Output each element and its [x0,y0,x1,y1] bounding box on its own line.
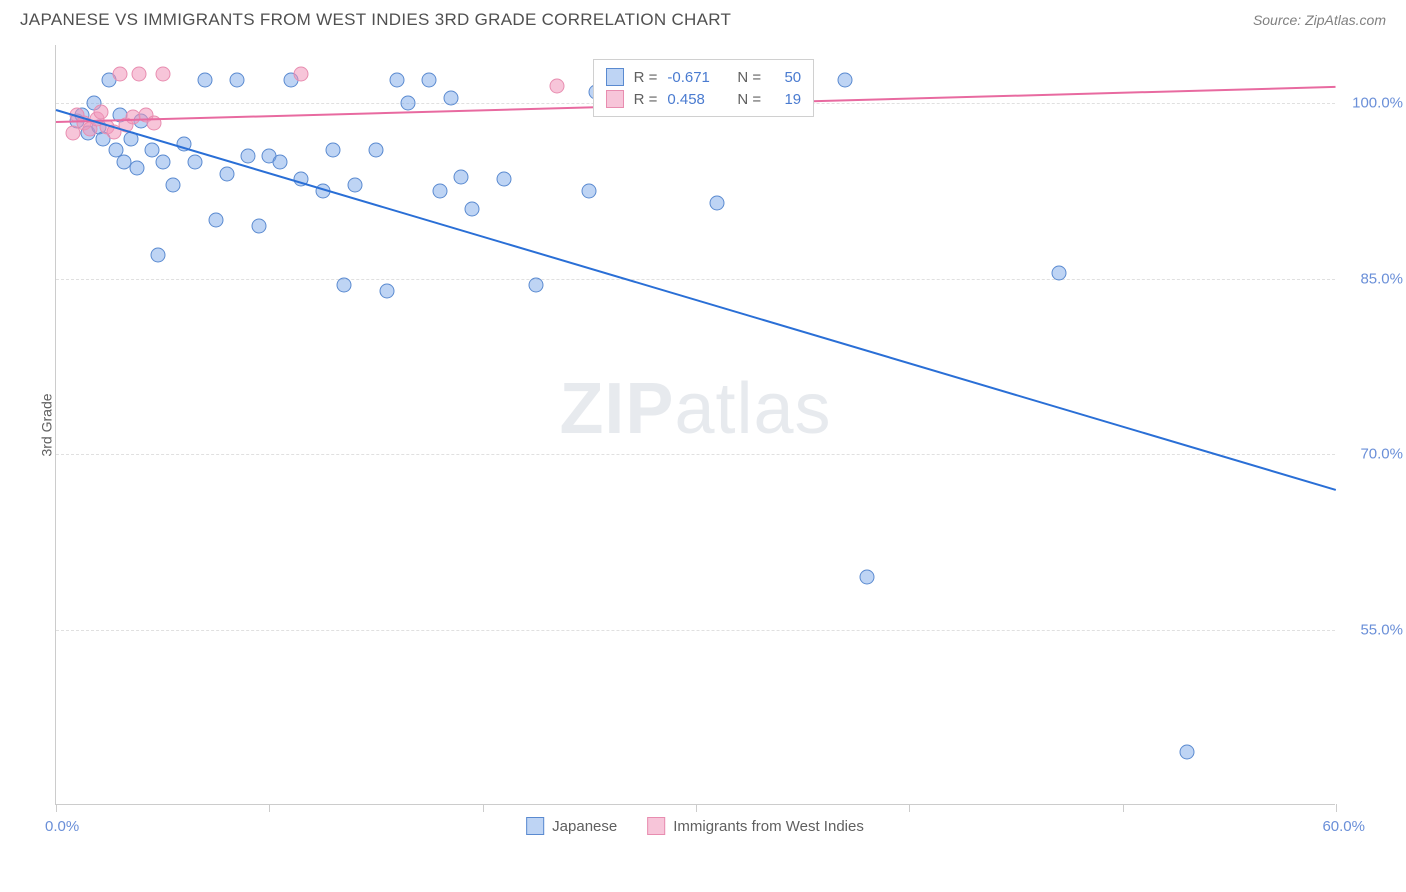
scatter-point [401,96,416,111]
scatter-point [155,67,170,82]
x-tick [269,804,270,812]
stats-row: R = 0.458 N = 19 [606,88,802,110]
scatter-point [1179,745,1194,760]
scatter-point [859,570,874,585]
plot-area: ZIPatlas 55.0%70.0%85.0%100.0% [55,45,1335,805]
stats-swatch [606,90,624,108]
legend-label-japanese: Japanese [552,818,617,835]
scatter-point [529,277,544,292]
x-tick [56,804,57,812]
watermark-text: ZIPatlas [559,368,831,450]
chart-header: JAPANESE VS IMMIGRANTS FROM WEST INDIES … [0,0,1406,34]
scatter-point [433,184,448,199]
x-tick [909,804,910,812]
scatter-point [337,277,352,292]
stats-n-value: 19 [771,91,801,108]
gridline-h [56,454,1335,455]
x-axis-right-label: 60.0% [1322,818,1365,835]
chart-container: ZIPatlas 55.0%70.0%85.0%100.0% 3rd Grade… [55,45,1335,805]
trend-line [56,109,1337,491]
stats-r-value: 0.458 [667,91,727,108]
scatter-point [113,67,128,82]
scatter-point [230,73,245,88]
scatter-point [369,143,384,158]
stats-n-label: N = [737,91,761,108]
scatter-point [582,184,597,199]
scatter-point [550,78,565,93]
y-tick-label: 100.0% [1352,95,1403,112]
legend-item-japanese: Japanese [526,817,617,835]
scatter-point [710,195,725,210]
scatter-point [198,73,213,88]
scatter-point [443,90,458,105]
stats-r-value: -0.671 [667,69,727,86]
legend-label-westindies: Immigrants from West Indies [673,818,864,835]
scatter-point [93,104,108,119]
stats-n-value: 50 [771,69,801,86]
scatter-point [132,67,147,82]
scatter-point [465,201,480,216]
scatter-point [219,166,234,181]
scatter-point [838,73,853,88]
stats-n-label: N = [737,69,761,86]
legend-swatch-japanese [526,817,544,835]
scatter-point [155,154,170,169]
scatter-point [151,248,166,263]
scatter-point [294,67,309,82]
scatter-point [390,73,405,88]
x-tick [1123,804,1124,812]
legend-item-westindies: Immigrants from West Indies [647,817,864,835]
scatter-point [422,73,437,88]
scatter-point [166,178,181,193]
watermark-atlas: atlas [674,369,831,449]
scatter-point [187,154,202,169]
y-tick-label: 70.0% [1360,446,1403,463]
x-axis-left-label: 0.0% [45,818,79,835]
scatter-point [379,283,394,298]
gridline-h [56,279,1335,280]
stats-r-label: R = [634,69,658,86]
scatter-point [347,178,362,193]
scatter-point [273,154,288,169]
scatter-point [209,213,224,228]
scatter-point [1051,266,1066,281]
x-tick [696,804,697,812]
watermark-zip: ZIP [559,369,674,449]
y-tick-label: 85.0% [1360,270,1403,287]
bottom-legend: Japanese Immigrants from West Indies [526,817,864,835]
chart-source: Source: ZipAtlas.com [1253,12,1386,28]
scatter-point [454,170,469,185]
scatter-point [130,160,145,175]
legend-swatch-westindies [647,817,665,835]
y-axis-label: 3rd Grade [39,393,55,456]
stats-swatch [606,68,624,86]
scatter-point [497,172,512,187]
stats-legend-box: R = -0.671 N = 50 R = 0.458 N = 19 [593,59,815,117]
scatter-point [251,219,266,234]
gridline-h [56,630,1335,631]
stats-row: R = -0.671 N = 50 [606,66,802,88]
scatter-point [326,143,341,158]
x-tick [1336,804,1337,812]
chart-title: JAPANESE VS IMMIGRANTS FROM WEST INDIES … [20,10,731,30]
stats-r-label: R = [634,91,658,108]
y-tick-label: 55.0% [1360,621,1403,638]
scatter-point [241,149,256,164]
x-tick [483,804,484,812]
